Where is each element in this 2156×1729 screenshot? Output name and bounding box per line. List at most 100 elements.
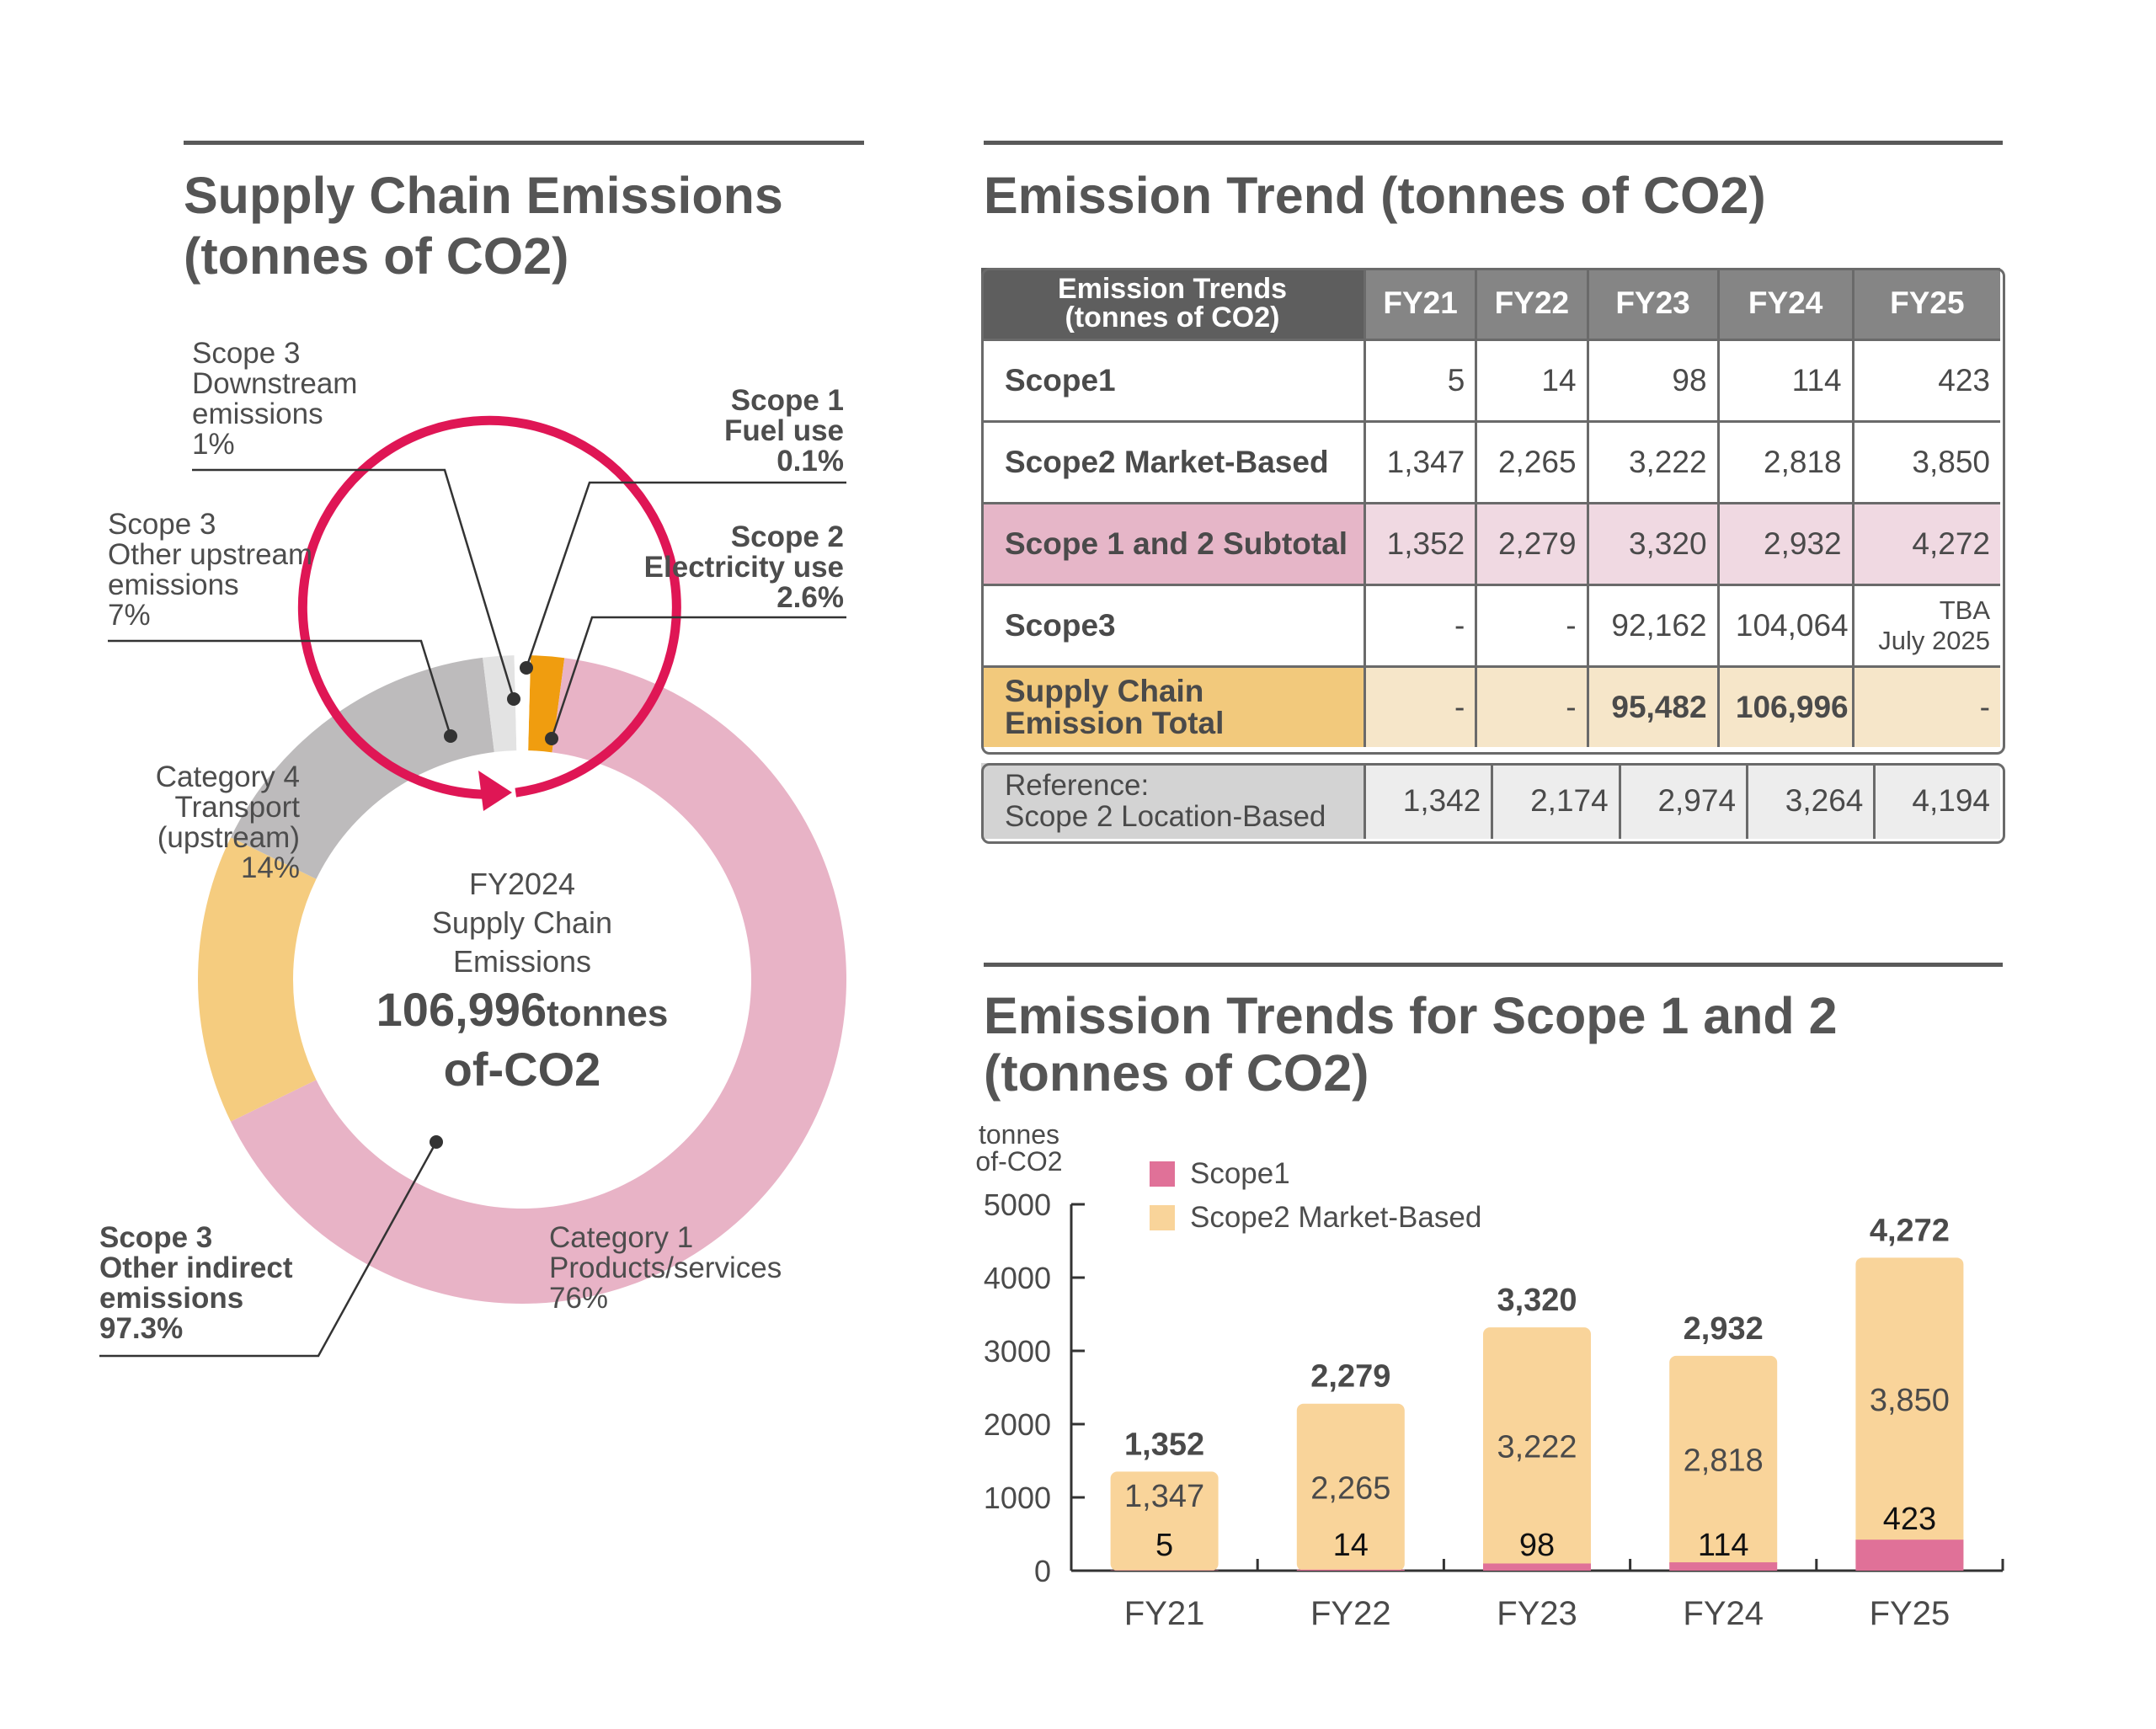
table-row-scope3: Scope3 - - 92,162 104,064 TBA July 2025 <box>981 586 2000 668</box>
table-cell: 3,320 <box>1588 504 1720 586</box>
table-row-scope1: Scope1 5 14 98 114 423 <box>981 341 2000 423</box>
table-row-subtotal: Scope 1 and 2 Subtotal 1,352 2,279 3,320… <box>981 504 2000 586</box>
label-line: 97.3% <box>99 1312 184 1345</box>
scope2-label: 3,222 <box>1497 1429 1577 1465</box>
x-tick-label: FY24 <box>1683 1595 1764 1632</box>
y-axis-label: tonnes <box>979 1119 1059 1150</box>
label-line: emissions <box>192 398 323 430</box>
y-tick-label: 2000 <box>984 1407 1051 1442</box>
col-header: FY22 <box>1477 268 1589 341</box>
y-tick-label: 0 <box>1034 1554 1051 1588</box>
label-category4: Category 4 Transport (upstream) 14% <box>156 762 300 883</box>
table-cell-tba: TBA July 2025 <box>1854 586 2000 668</box>
label-line: Scope 3 <box>99 1221 213 1254</box>
leader-scope2-dot <box>545 732 558 745</box>
table-cell: - <box>1477 668 1589 747</box>
donut-title-line2: (tonnes of CO2) <box>184 227 569 285</box>
table-row-scope2: Scope2 Market-Based 1,347 2,265 3,222 2,… <box>981 423 2000 504</box>
scope1-label: 114 <box>1698 1528 1749 1563</box>
y-tick-label: 5000 <box>984 1187 1051 1222</box>
bar-scope1-FY23 <box>1483 1563 1591 1571</box>
table-cell: 114 <box>1719 341 1854 423</box>
leader-scope3-indirect-dot <box>430 1135 443 1149</box>
x-tick-label: FY22 <box>1310 1595 1391 1632</box>
bar-title: Emission Trends for Scope 1 and 2 (tonne… <box>984 987 1838 1102</box>
center-total: 106,996tonnes <box>303 985 741 1048</box>
donut-title: Supply Chain Emissions (tonnes of CO2) <box>184 165 783 286</box>
label-scope3-other-upstream: Scope 3 Other upstream emissions 7% <box>108 510 312 631</box>
row-label: Scope2 Market-Based <box>981 423 1366 504</box>
total-label: 4,272 <box>1870 1213 1950 1248</box>
ref-label-line2: Scope 2 Location-Based <box>1005 800 1326 833</box>
emission-table: Emission Trends (tonnes of CO2) FY21 FY2… <box>981 268 2000 747</box>
y-tick-label: 1000 <box>984 1481 1051 1515</box>
legend-scope2: Scope2 Market-Based <box>1150 1201 1481 1235</box>
label-line: Transport <box>174 791 300 824</box>
bar-title-line2: (tonnes of CO2) <box>984 1044 1369 1102</box>
corner-line2: (tonnes of CO2) <box>1065 302 1280 334</box>
table-cell: 3,264 <box>1748 763 1876 839</box>
legend-label: Scope1 <box>1190 1157 1290 1190</box>
table-cell: - <box>1366 586 1478 668</box>
table-row-supply-chain-total: Supply Chain Emission Total - - 95,482 1… <box>981 668 2000 747</box>
leader-scope1 <box>525 481 846 669</box>
label-line: Fuel use <box>724 414 844 447</box>
table-cell: 423 <box>1854 341 2000 423</box>
label-line: 1% <box>192 428 235 461</box>
table-cell: 4,194 <box>1876 763 2000 839</box>
leader-scope3-downstream-dot <box>507 692 520 706</box>
row-label: Scope3 <box>981 586 1366 668</box>
col-header: FY25 <box>1854 268 2000 341</box>
table-cell: 106,996 <box>1719 668 1854 747</box>
scope2-label: 1,347 <box>1124 1479 1204 1514</box>
center-value: 106,996 <box>376 983 547 1036</box>
total-label: 1,352 <box>1124 1427 1204 1462</box>
label-line: Electricity use <box>643 551 844 584</box>
label-line: emissions <box>108 568 239 601</box>
label-line: 14% <box>240 851 300 884</box>
bar-title-line1: Emission Trends for Scope 1 and 2 <box>984 987 1838 1044</box>
label-category1: Category 1 Products/services 76% <box>549 1223 782 1314</box>
corner-line1: Emission Trends <box>1057 273 1288 305</box>
label-line: Scope 3 <box>108 508 216 541</box>
cycle-arrow-head <box>478 771 512 811</box>
legend-swatch-scope1 <box>1150 1161 1175 1187</box>
table-cell: 98 <box>1588 341 1720 423</box>
donut-slice-scope1 <box>514 654 531 751</box>
donut-slice-scope2 <box>528 655 565 753</box>
label-line: Scope 3 <box>192 337 301 370</box>
bar-scope2-FY22 <box>1296 1403 1405 1571</box>
leader-scope3-other-upstream-dot <box>444 729 457 743</box>
table-row-reference: Reference: Scope 2 Location-Based 1,342 … <box>981 763 2000 839</box>
legend-swatch-scope2 <box>1150 1205 1175 1230</box>
table-cell: 1,352 <box>1366 504 1478 586</box>
col-header: FY23 <box>1588 268 1720 341</box>
label-line: 0.1% <box>776 445 844 478</box>
label-line: Other indirect <box>99 1251 293 1284</box>
left-top-rule <box>184 141 864 145</box>
table-cell: 1,342 <box>1366 763 1494 839</box>
table-header-row: Emission Trends (tonnes of CO2) FY21 FY2… <box>981 268 2000 341</box>
table-corner-header: Emission Trends (tonnes of CO2) <box>981 268 1366 341</box>
y-tick-label: 3000 <box>984 1334 1051 1369</box>
donut-title-line1: Supply Chain Emissions <box>184 167 783 224</box>
bar-top-rule <box>984 963 2003 967</box>
total-label: 2,279 <box>1310 1359 1390 1395</box>
table-cell: 95,482 <box>1588 668 1720 747</box>
leader-scope3-downstream <box>192 468 515 700</box>
table-cell: 104,064 <box>1719 586 1854 668</box>
label-line: Category 4 <box>155 760 300 793</box>
row-label: Supply Chain Emission Total <box>981 668 1366 747</box>
leader-scope2 <box>550 616 846 739</box>
table-cell: 2,818 <box>1719 423 1854 504</box>
table-cell: 2,174 <box>1493 763 1621 839</box>
table-cell: 2,265 <box>1477 423 1589 504</box>
tba-line2: July 2025 <box>1878 626 1990 655</box>
bar-scope1-FY22 <box>1296 1569 1405 1571</box>
donut-slice-category4 <box>197 837 317 1122</box>
x-tick-label: FY21 <box>1124 1595 1205 1632</box>
table-cell: 2,932 <box>1719 504 1854 586</box>
center-line2: Supply Chain <box>431 905 613 940</box>
table-cell: 5 <box>1366 341 1478 423</box>
donut-center-text: FY2024 Supply Chain Emissions 106,996ton… <box>303 865 741 1093</box>
